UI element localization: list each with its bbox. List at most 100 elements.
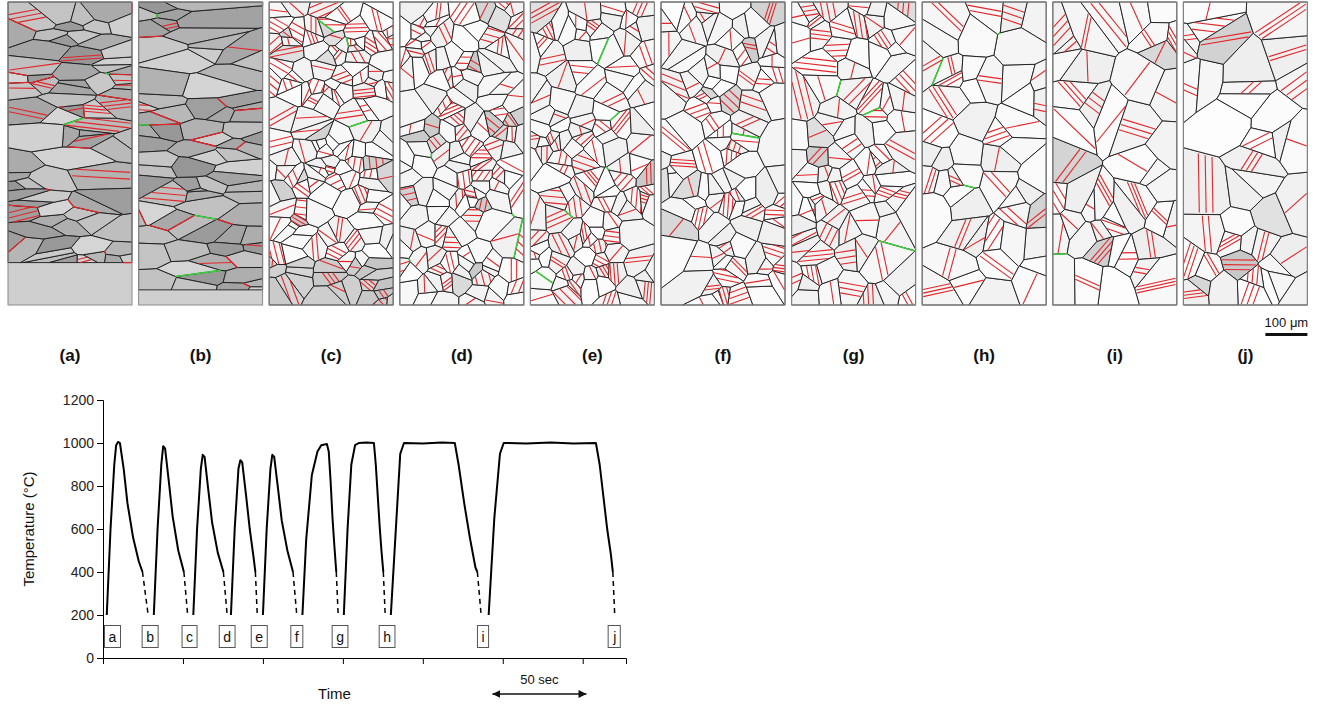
grain — [867, 2, 887, 17]
annotations: abcdefghij — [105, 626, 621, 648]
grain — [440, 272, 452, 293]
twin-boundary — [506, 139, 507, 141]
grain — [592, 100, 619, 120]
twin-boundary — [876, 247, 883, 280]
twin-boundary — [815, 265, 819, 285]
annotation-box — [291, 626, 303, 648]
grain — [661, 31, 682, 67]
grain — [922, 141, 942, 166]
twin-boundary — [9, 87, 35, 88]
grain — [74, 188, 132, 214]
twin-boundary — [773, 245, 785, 249]
twin-boundary — [372, 8, 378, 30]
twin-boundary — [8, 205, 37, 207]
twin-boundary — [729, 292, 747, 299]
panel-label: (a) — [60, 346, 81, 365]
twin-boundary — [518, 242, 524, 247]
micrograph-ground — [8, 2, 132, 305]
twin-boundary — [336, 217, 339, 237]
twin-boundary — [984, 173, 1006, 197]
twin-boundary — [633, 2, 638, 13]
twin-boundary — [471, 60, 480, 65]
twin-boundary — [719, 243, 727, 248]
twin-boundary — [456, 193, 457, 208]
grain — [922, 108, 959, 147]
twin-boundary — [466, 195, 476, 197]
panel-label: (e) — [582, 346, 603, 365]
twin-boundary — [931, 123, 953, 143]
twin-boundary — [1094, 241, 1112, 262]
twin-boundary — [462, 189, 464, 197]
y-tick-label: 800 — [71, 478, 95, 494]
y-axis: 020040060080010001200 — [63, 392, 104, 666]
twin-boundary — [1127, 182, 1140, 213]
twin-boundary — [559, 151, 562, 164]
twin-boundary — [590, 170, 598, 180]
twin-boundary — [360, 105, 367, 107]
twin-boundary — [1194, 22, 1224, 26]
grain — [898, 284, 916, 305]
twin-boundary — [1101, 220, 1125, 228]
twin-boundary — [1034, 103, 1046, 105]
twin-boundary — [336, 75, 350, 80]
twin-boundary — [639, 45, 646, 65]
y-tick: 200 — [71, 607, 103, 623]
twin-boundary — [929, 170, 936, 193]
twin-boundary — [558, 61, 567, 87]
special-boundary — [610, 112, 619, 121]
twin-boundary — [727, 193, 729, 217]
twin-boundary — [1107, 229, 1124, 235]
twin-boundary — [699, 297, 703, 305]
twin-boundary — [1287, 139, 1307, 146]
grain — [960, 78, 986, 103]
twin-boundary — [552, 291, 565, 304]
grain — [77, 213, 121, 235]
twin-boundary — [342, 79, 352, 83]
twin-boundary — [820, 224, 827, 238]
twin-boundary — [729, 90, 740, 100]
twin-boundary — [1292, 89, 1307, 100]
twin-boundary — [899, 190, 909, 193]
twin-boundary — [1070, 36, 1074, 40]
micrograph-ground — [661, 2, 785, 305]
twin-boundary — [698, 208, 703, 230]
plot-lines — [107, 442, 615, 615]
grain — [206, 171, 263, 185]
grain — [530, 271, 553, 290]
grain — [385, 82, 393, 103]
twin-boundary — [326, 167, 335, 169]
twin-boundary — [378, 50, 380, 52]
twin-boundary — [710, 199, 722, 208]
twin-boundary — [859, 88, 882, 113]
grain — [818, 278, 841, 305]
grain — [679, 16, 707, 46]
twin-boundary — [1023, 274, 1037, 304]
twin-boundary — [298, 184, 310, 193]
twin-boundary — [741, 56, 748, 65]
twin-boundary — [811, 34, 832, 36]
twin-boundary — [360, 282, 370, 291]
annotation-box — [332, 626, 348, 648]
twin-boundary — [364, 188, 367, 195]
grain — [1053, 49, 1082, 82]
twin-boundary — [765, 214, 784, 216]
twin-boundary — [535, 148, 536, 151]
twin-boundary — [932, 3, 961, 31]
twin-boundary — [531, 2, 559, 18]
twin-boundary — [792, 273, 802, 277]
twin-boundary — [364, 170, 366, 177]
twin-boundary — [689, 24, 696, 42]
twin-boundary — [532, 95, 550, 103]
twin-boundary — [630, 26, 639, 31]
twin-boundary — [489, 273, 491, 282]
twin-boundary — [468, 66, 479, 72]
twin-boundary — [354, 46, 358, 51]
twin-boundary — [560, 165, 563, 172]
twin-boundary — [832, 55, 846, 57]
panel-label: (b) — [190, 346, 212, 365]
twin-boundary — [794, 68, 836, 73]
x-tick — [183, 658, 184, 664]
grain — [1240, 264, 1264, 287]
twin-boundary — [874, 110, 883, 111]
twin-boundary — [792, 38, 809, 43]
